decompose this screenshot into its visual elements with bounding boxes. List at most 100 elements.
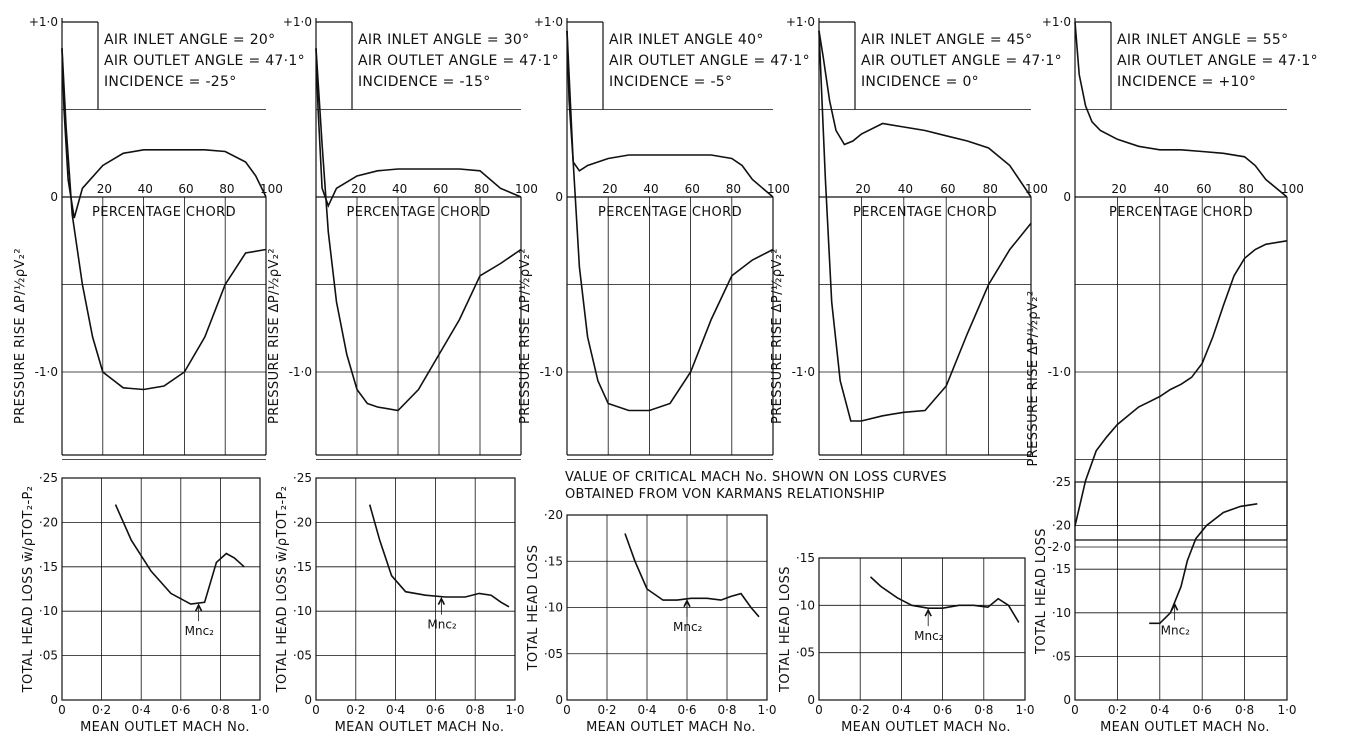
annotation-line: AIR OUTLET ANGLE = 47·1° [609,53,810,69]
annotation-line: AIR OUTLET ANGLE = 47·1° [358,53,559,69]
pressure-y-tick-label: -1·0 [1048,365,1071,379]
loss-x-tick-label: 1·0 [505,703,524,717]
loss-x-tick-label: 0·8 [466,703,485,717]
loss-x-axis-label: MEAN OUTLET MACH No. [841,720,1011,735]
pressure-x-tick-label: 60 [178,182,193,196]
pressure-x-tick-label: 40 [138,182,153,196]
loss-plot-frame [315,477,516,701]
figure-note-line: OBTAINED FROM VON KARMANS RELATIONSHIP [565,487,885,502]
loss-y-tick-label: ·20 [39,515,58,529]
pressure-x-tick-label: 80 [219,182,234,196]
pressure-x-tick-label: 20 [855,182,870,196]
chart-panel-3: 20 40 60 80 100 PERCENTAGE CHORD +1·0 0 -1·0 PRES… [518,15,810,735]
loss-y-tick-label: ·10 [544,601,563,615]
pressure-curve-lower [1074,240,1288,527]
pressure-y-tick-label: -1·0 [289,365,312,379]
loss-y-tick-label: ·20 [1052,519,1071,533]
loss-y-tick-label: ·05 [796,646,815,660]
loss-x-tick-label: 0 [1071,703,1079,717]
loss-x-tick-label: 0 [58,703,66,717]
loss-y-tick-label: ·10 [796,598,815,612]
loss-x-tick-label: 0·2 [92,703,111,717]
loss-x-tick-label: 0 [815,703,823,717]
loss-y-tick-label: 0 [1063,693,1071,707]
chart-panel-5: 20 40 60 80 100 PERCENTAGE CHORD +1·0 0 -1·0 -2·0… [1026,15,1318,735]
loss-y-tick-label: ·15 [293,560,312,574]
loss-x-axis-label: MEAN OUTLET MACH No. [1100,720,1270,735]
pressure-y-tick-label: +1·0 [534,15,563,29]
pressure-x-tick-label: 80 [726,182,741,196]
loss-y-tick-label: ·15 [39,560,58,574]
loss-y-tick-label: ·10 [39,604,58,618]
loss-y-tick-label: 0 [555,693,563,707]
mcrit-label: Mnc₂ [914,629,944,643]
pressure-x-axis-label: PERCENTAGE CHORD [92,205,236,220]
pressure-y-axis-label: PRESSURE RISE ΔP/½ρV₂² [13,248,28,424]
loss-x-tick-label: 0·2 [1108,703,1127,717]
loss-y-tick-label: ·15 [1052,562,1071,576]
loss-y-tick-label: ·05 [39,649,58,663]
pressure-curve-lower [566,30,774,412]
annotation-line: AIR OUTLET ANGLE = 47·1° [104,53,305,69]
chart-panel-1: 20 40 60 80 100 PERCENTAGE CHORD +1·0 0 -1·0 PRES… [13,15,305,735]
loss-curve [114,504,245,605]
annotation-line: AIR INLET ANGLE = 55° [1117,32,1288,48]
loss-x-tick-label: 0·8 [1235,703,1254,717]
pressure-x-tick-label: 60 [940,182,955,196]
pressure-curve-lower [61,48,267,391]
loss-y-axis-label: TOTAL HEAD LOSS [778,566,793,693]
loss-curve [368,504,510,608]
pressure-x-tick-label: 60 [685,182,700,196]
loss-y-axis-label: TOTAL HEAD LOSS [526,545,541,672]
loss-plot-frame [818,557,1026,701]
loss-y-tick-label: ·05 [293,649,312,663]
pressure-x-tick-label: 20 [1111,182,1126,196]
pressure-curve-lower [315,48,522,412]
pressure-x-tick-label: 80 [983,182,998,196]
loss-x-tick-label: 0·4 [1150,703,1169,717]
annotation-line: AIR INLET ANGLE = 20° [104,32,275,48]
mcrit-label: Mnc₂ [427,618,457,632]
pressure-x-axis-label: PERCENTAGE CHORD [853,205,997,220]
pressure-curve-lower [818,30,1032,422]
loss-x-tick-label: 0·8 [211,703,230,717]
annotation-line: INCIDENCE = -5° [609,74,732,90]
loss-y-tick-label: 0 [807,693,815,707]
annotation-line: INCIDENCE = +10° [1117,74,1256,90]
loss-x-tick-label: 0·6 [426,703,445,717]
annotation-line: INCIDENCE = 0° [861,74,979,90]
pressure-x-tick-label: 20 [602,182,617,196]
loss-x-axis-label: MEAN OUTLET MACH No. [80,720,250,735]
loss-curve [869,576,1020,623]
loss-x-tick-label: 0·2 [346,703,365,717]
loss-x-tick-label: 0·8 [974,703,993,717]
annotation-line: INCIDENCE = -25° [104,74,237,90]
loss-curve [1149,503,1258,625]
mcrit-label: Mnc₂ [1161,623,1191,637]
pressure-curve-upper [566,30,774,198]
loss-y-tick-label: ·05 [544,647,563,661]
pressure-x-tick-label: 40 [392,182,407,196]
pressure-x-axis-label: PERCENTAGE CHORD [347,205,491,220]
pressure-y-tick-label: 0 [50,190,58,204]
pressure-x-axis-label: PERCENTAGE CHORD [598,205,742,220]
chart-panel-4: 20 40 60 80 100 PERCENTAGE CHORD +1·0 -1·0 PRESS… [770,15,1062,735]
pressure-y-axis-label: PRESSURE RISE ΔP/½ρV₂² [770,248,785,424]
loss-y-tick-label: ·25 [293,471,312,485]
loss-y-tick-label: ·25 [1052,475,1071,489]
loss-x-tick-label: 0·6 [933,703,952,717]
pressure-x-tick-label: 100 [260,182,283,196]
pressure-y-tick-label: 0 [555,190,563,204]
annotation-line: AIR INLET ANGLE 40° [609,32,764,48]
pressure-x-tick-label: 40 [898,182,913,196]
loss-x-axis-label: MEAN OUTLET MACH No. [586,720,756,735]
mcrit-arrowhead [1170,602,1179,611]
pressure-x-tick-label: 100 [767,182,790,196]
loss-x-tick-label: 1·0 [757,703,776,717]
pressure-x-tick-label: 100 [1025,182,1048,196]
mcrit-arrowhead [683,598,691,608]
annotation-line: AIR OUTLET ANGLE = 47·1° [1117,53,1318,69]
loss-x-tick-label: 0·2 [597,703,616,717]
loss-y-tick-label: ·05 [1052,649,1071,663]
pressure-y-tick-label: -1·0 [540,365,563,379]
